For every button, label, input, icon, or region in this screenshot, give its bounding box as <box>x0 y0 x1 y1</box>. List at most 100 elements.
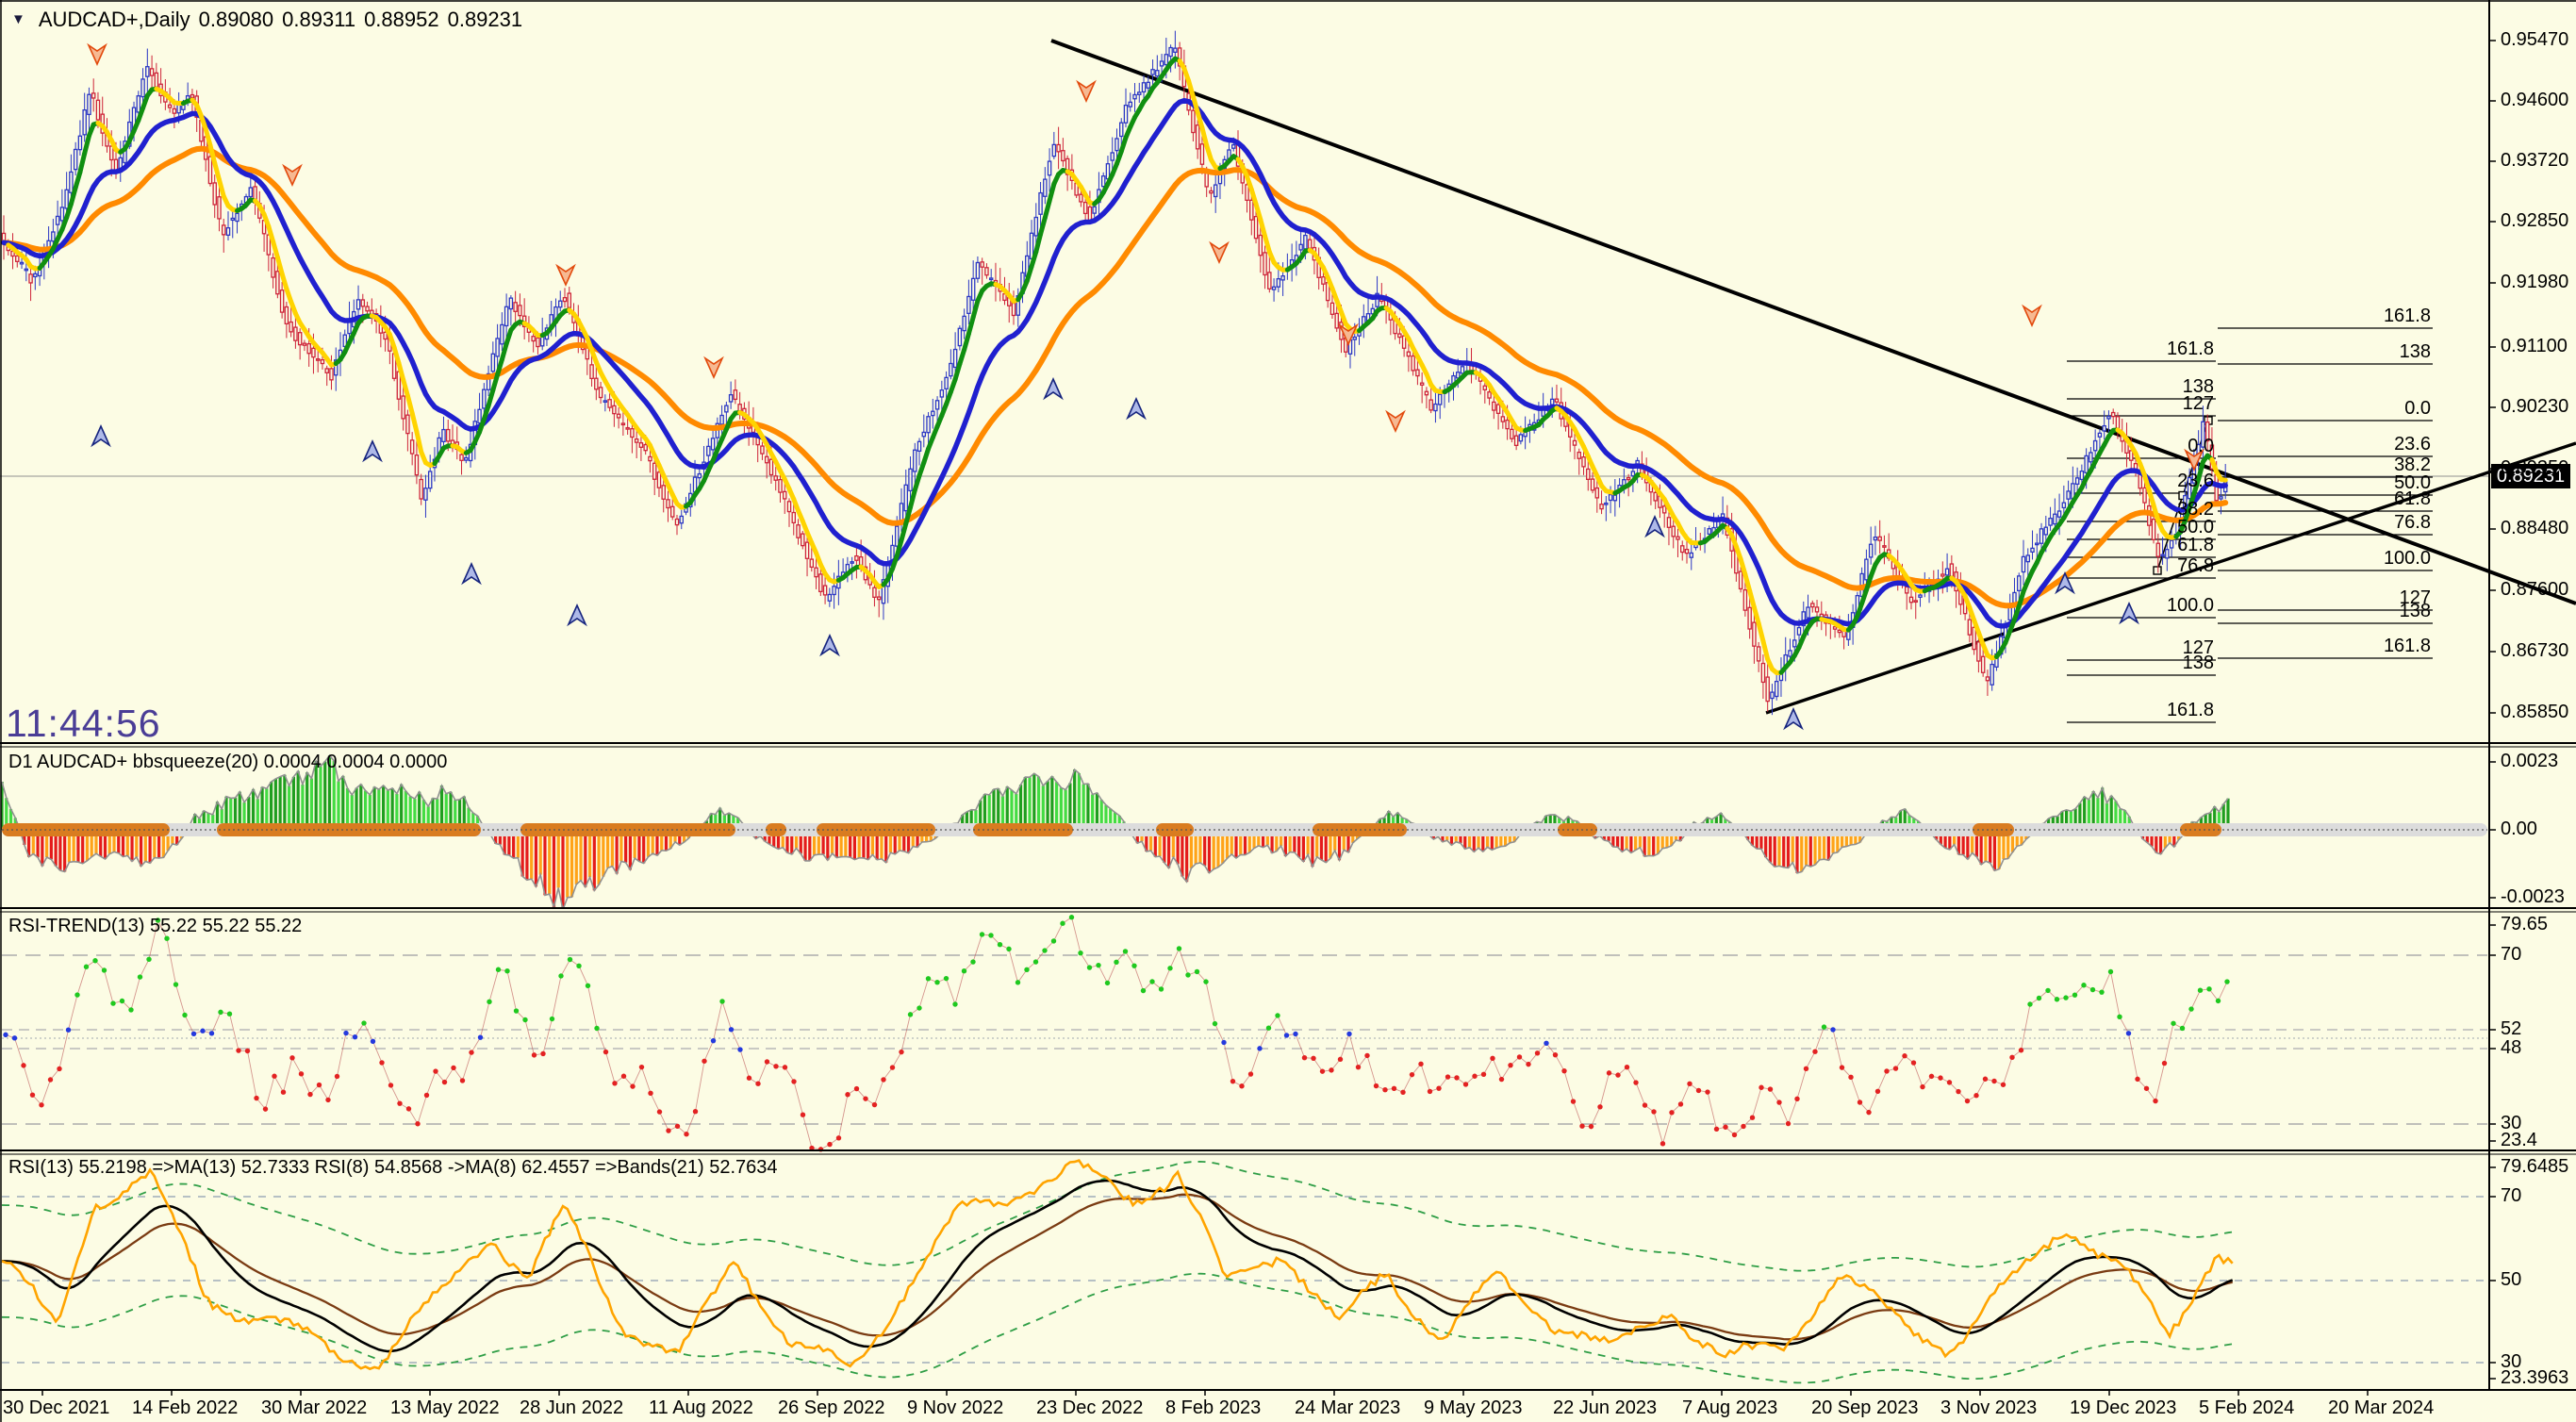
fib-a-level-label: 50.0 <box>2177 517 2214 537</box>
date-axis-label[interactable]: 9 Nov 2022 <box>907 1397 1004 1418</box>
sell-arrow-icon <box>1209 240 1230 264</box>
squeeze-dot-segment <box>520 823 735 836</box>
squeeze-indicator-label[interactable]: D1 AUDCAD+ bbsqueeze(20) 0.0004 0.0004 0… <box>8 752 448 772</box>
date-axis-label[interactable]: 20 Mar 2024 <box>2328 1397 2435 1418</box>
symbol-period-label: AUDCAD+,Daily <box>38 8 190 31</box>
price-scale-tick: 0.86730 <box>2501 640 2569 661</box>
squeeze-dot-segment <box>217 823 481 836</box>
fib-b-level-label: 100.0 <box>2383 548 2431 569</box>
price-scale-tick: 0.88480 <box>2501 518 2569 538</box>
buy-arrow-icon <box>1043 377 1064 401</box>
date-axis-label[interactable]: 7 Aug 2023 <box>1682 1397 1778 1418</box>
trendline[interactable] <box>1765 441 2576 715</box>
date-axis-label[interactable]: 30 Dec 2021 <box>3 1397 110 1418</box>
squeeze-scale-tick: -0.0023 <box>2501 886 2565 907</box>
fib-b-level-label: 161.8 <box>2383 306 2431 326</box>
date-axis-label[interactable]: 19 Dec 2023 <box>2070 1397 2177 1418</box>
fib-a-level-label: 0.0 <box>2188 436 2214 456</box>
fib-b-level-label: 50.0 <box>2394 472 2431 493</box>
date-axis-label[interactable]: 23 Dec 2022 <box>1036 1397 1144 1418</box>
sell-arrow-icon <box>1385 409 1406 433</box>
fib-b-level-label: 138 <box>2399 341 2431 362</box>
fib-a-level-label: 161.8 <box>2166 700 2214 720</box>
date-axis-label[interactable]: 9 May 2023 <box>1424 1397 1523 1418</box>
buy-arrow-icon <box>362 439 383 463</box>
buy-arrow-icon <box>2055 571 2075 595</box>
date-axis-label[interactable]: 13 May 2022 <box>390 1397 500 1418</box>
buy-arrow-icon <box>819 634 840 657</box>
buy-arrow-icon <box>1126 397 1147 421</box>
price-scale-tick: 0.91980 <box>2501 272 2569 292</box>
fibo-handle[interactable] <box>2153 566 2162 575</box>
price-scale-tick: 0.91100 <box>2501 336 2568 356</box>
fib-a-level-label: 23.6 <box>2177 471 2214 491</box>
rsi-scale-tick: 50 <box>2501 1269 2522 1290</box>
squeeze-scale-tick: 0.0023 <box>2501 751 2559 771</box>
sell-arrow-icon <box>555 263 576 287</box>
price-scale-tick: 0.90230 <box>2501 396 2569 417</box>
high-quote: 0.89311 <box>282 8 356 31</box>
fib-a-level-label: 127 <box>2182 393 2214 414</box>
date-axis-label[interactable]: 28 Jun 2022 <box>520 1397 624 1418</box>
date-axis-label[interactable]: 3 Nov 2023 <box>1940 1397 2038 1418</box>
rsi-trend-indicator-label[interactable]: RSI-TREND(13) 55.22 55.22 55.22 <box>8 916 303 936</box>
sell-arrow-icon <box>1338 322 1359 346</box>
fib-b-level-label: 76.8 <box>2394 512 2431 533</box>
rsi-scale-tick: 79.6485 <box>2501 1156 2569 1177</box>
price-scale-tick: 0.87600 <box>2501 579 2569 600</box>
rsi-trend-scale-tick: 23.4 <box>2501 1130 2537 1150</box>
fib-b-level-label: 127 <box>2399 587 2431 608</box>
date-axis-label[interactable]: 11 Aug 2022 <box>649 1397 753 1418</box>
dropdown-triangle-icon[interactable]: ▼ <box>11 11 25 27</box>
trendline[interactable] <box>1050 39 2576 605</box>
fib-b-level-label: 0.0 <box>2404 398 2431 419</box>
date-axis-label[interactable]: 5 Feb 2024 <box>2199 1397 2295 1418</box>
date-axis-label[interactable]: 8 Feb 2023 <box>1165 1397 1262 1418</box>
fib-b-level-label: 38.2 <box>2394 455 2431 475</box>
rsi-trend-scale-tick: 79.65 <box>2501 914 2549 934</box>
price-scale-tick: 0.94600 <box>2501 90 2569 110</box>
buy-arrow-icon <box>1644 515 1665 538</box>
fib-a-level-label: 61.8 <box>2177 535 2214 555</box>
rsi-indicator-label[interactable]: RSI(13) 55.2198 =>MA(13) 52.7333 RSI(8) … <box>8 1157 778 1178</box>
fib-b-level-label: 61.8 <box>2394 488 2431 509</box>
buy-arrow-icon <box>2119 602 2139 625</box>
fib-a-level-label: 127 <box>2182 637 2214 658</box>
buy-arrow-icon <box>1783 707 1804 731</box>
current-price-tag: 0.89231 <box>2491 464 2570 488</box>
squeeze-dot-segment <box>973 823 1073 836</box>
buy-arrow-icon <box>567 604 587 627</box>
fib-b-level-label: 161.8 <box>2383 636 2431 656</box>
price-scale-tick: 0.92850 <box>2501 210 2569 231</box>
date-axis-label[interactable]: 22 Jun 2023 <box>1553 1397 1658 1418</box>
fib-a-level-label: 138 <box>2182 376 2214 397</box>
rsi-trend-scale-tick: 52 <box>2501 1018 2522 1039</box>
rsi-scale-tick: 70 <box>2501 1185 2522 1206</box>
date-axis-label[interactable]: 26 Sep 2022 <box>778 1397 885 1418</box>
price-scale-tick: 0.85850 <box>2501 702 2569 722</box>
date-axis-label[interactable]: 24 Mar 2023 <box>1295 1397 1401 1418</box>
sell-arrow-icon <box>1076 79 1097 103</box>
price-scale-tick: 0.93720 <box>2501 150 2569 171</box>
rsi-trend-scale-tick: 30 <box>2501 1113 2522 1133</box>
rsi-scale-tick: 23.3963 <box>2501 1367 2569 1388</box>
sell-arrow-icon <box>87 42 107 66</box>
fib-a-level-label: 38.2 <box>2177 499 2214 520</box>
server-clock: 11:44:56 <box>6 702 161 745</box>
rsi-trend-scale-tick: 70 <box>2501 944 2522 965</box>
buy-arrow-icon <box>91 424 111 448</box>
date-axis-label[interactable]: 30 Mar 2022 <box>261 1397 368 1418</box>
date-axis-label[interactable]: 14 Feb 2022 <box>132 1397 239 1418</box>
rsi-trend-scale-tick: 48 <box>2501 1037 2522 1058</box>
buy-arrow-icon <box>461 562 482 586</box>
date-axis-label[interactable]: 20 Sep 2023 <box>1811 1397 1919 1418</box>
fib-b-level-label: 138 <box>2399 601 2431 621</box>
fib-a-level-label: 138 <box>2182 653 2214 673</box>
chart-title: ▼ AUDCAD+,Daily 0.89080 0.89311 0.88952 0.892… <box>11 8 531 32</box>
fib-a-level-label: 100.0 <box>2166 595 2214 616</box>
sell-arrow-icon <box>2184 448 2204 471</box>
fib-a-level-label: 76.8 <box>2177 555 2214 576</box>
sell-arrow-icon <box>2022 304 2042 327</box>
